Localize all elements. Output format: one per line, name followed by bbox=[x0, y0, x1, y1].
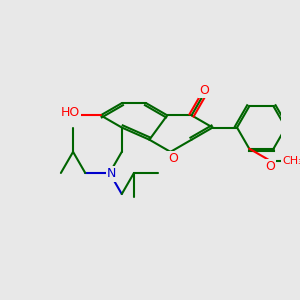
Text: O: O bbox=[266, 160, 275, 173]
Text: HO: HO bbox=[60, 106, 80, 119]
Text: N: N bbox=[107, 167, 116, 180]
Text: O: O bbox=[199, 84, 209, 97]
Text: O: O bbox=[168, 152, 178, 165]
Text: CH₃: CH₃ bbox=[282, 156, 300, 166]
